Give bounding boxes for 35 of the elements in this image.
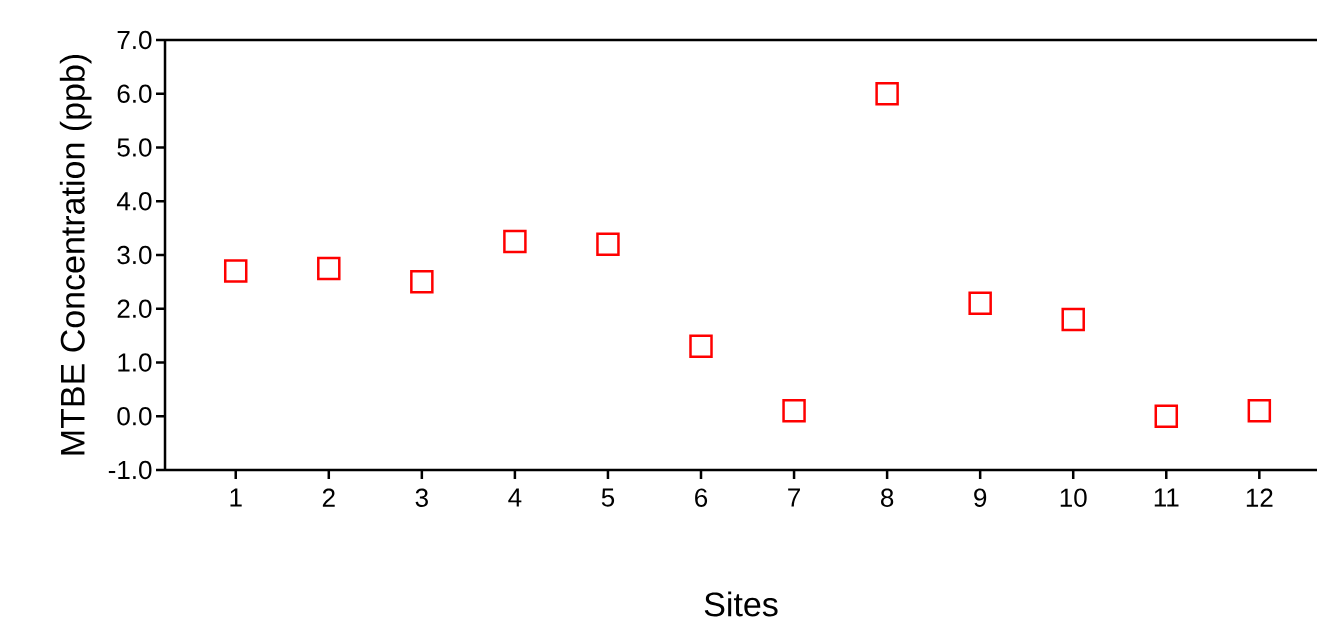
y-tick-label: 0.0	[117, 407, 152, 426]
x-axis-title: Sites	[704, 591, 778, 617]
x-tick-label: 2	[322, 488, 335, 507]
point	[596, 232, 620, 256]
x-tick-label: 7	[788, 488, 800, 507]
x-tick-label: 9	[974, 488, 987, 507]
point	[503, 229, 527, 254]
point	[1247, 399, 1272, 423]
y-tick-label: 5.0	[117, 138, 152, 157]
x-tick-label: 1	[230, 488, 242, 507]
x-tick-label: 11	[1154, 488, 1179, 507]
y-tick-label: 1.0	[118, 353, 152, 372]
y-tick-label: 4.0	[116, 192, 152, 211]
point	[223, 259, 248, 283]
point	[782, 399, 806, 423]
point	[689, 334, 713, 359]
y-tick-label: 7.0	[117, 30, 152, 50]
point	[968, 291, 992, 316]
y-tick-label: 3.0	[117, 245, 152, 265]
y-tick-label: 6.0	[117, 84, 152, 103]
point	[875, 81, 899, 106]
point	[1061, 307, 1085, 332]
y-axis-title: MTBE Concentration (ppb)	[59, 54, 92, 455]
y-tick-label: -1.0	[108, 460, 152, 480]
x-tick-label: 3	[415, 488, 428, 507]
x-tick-label: 8	[881, 488, 894, 507]
x-tick-label: 4	[508, 488, 522, 507]
x-tick-label: 5	[601, 488, 615, 507]
y-tick-label: 2.0	[117, 299, 152, 318]
x-tick-label: 10	[1060, 488, 1087, 507]
point	[1154, 404, 1179, 428]
point	[410, 270, 434, 294]
x-tick-label: 12	[1246, 488, 1273, 507]
x-tick-label: 6	[695, 488, 708, 507]
point	[317, 256, 341, 281]
